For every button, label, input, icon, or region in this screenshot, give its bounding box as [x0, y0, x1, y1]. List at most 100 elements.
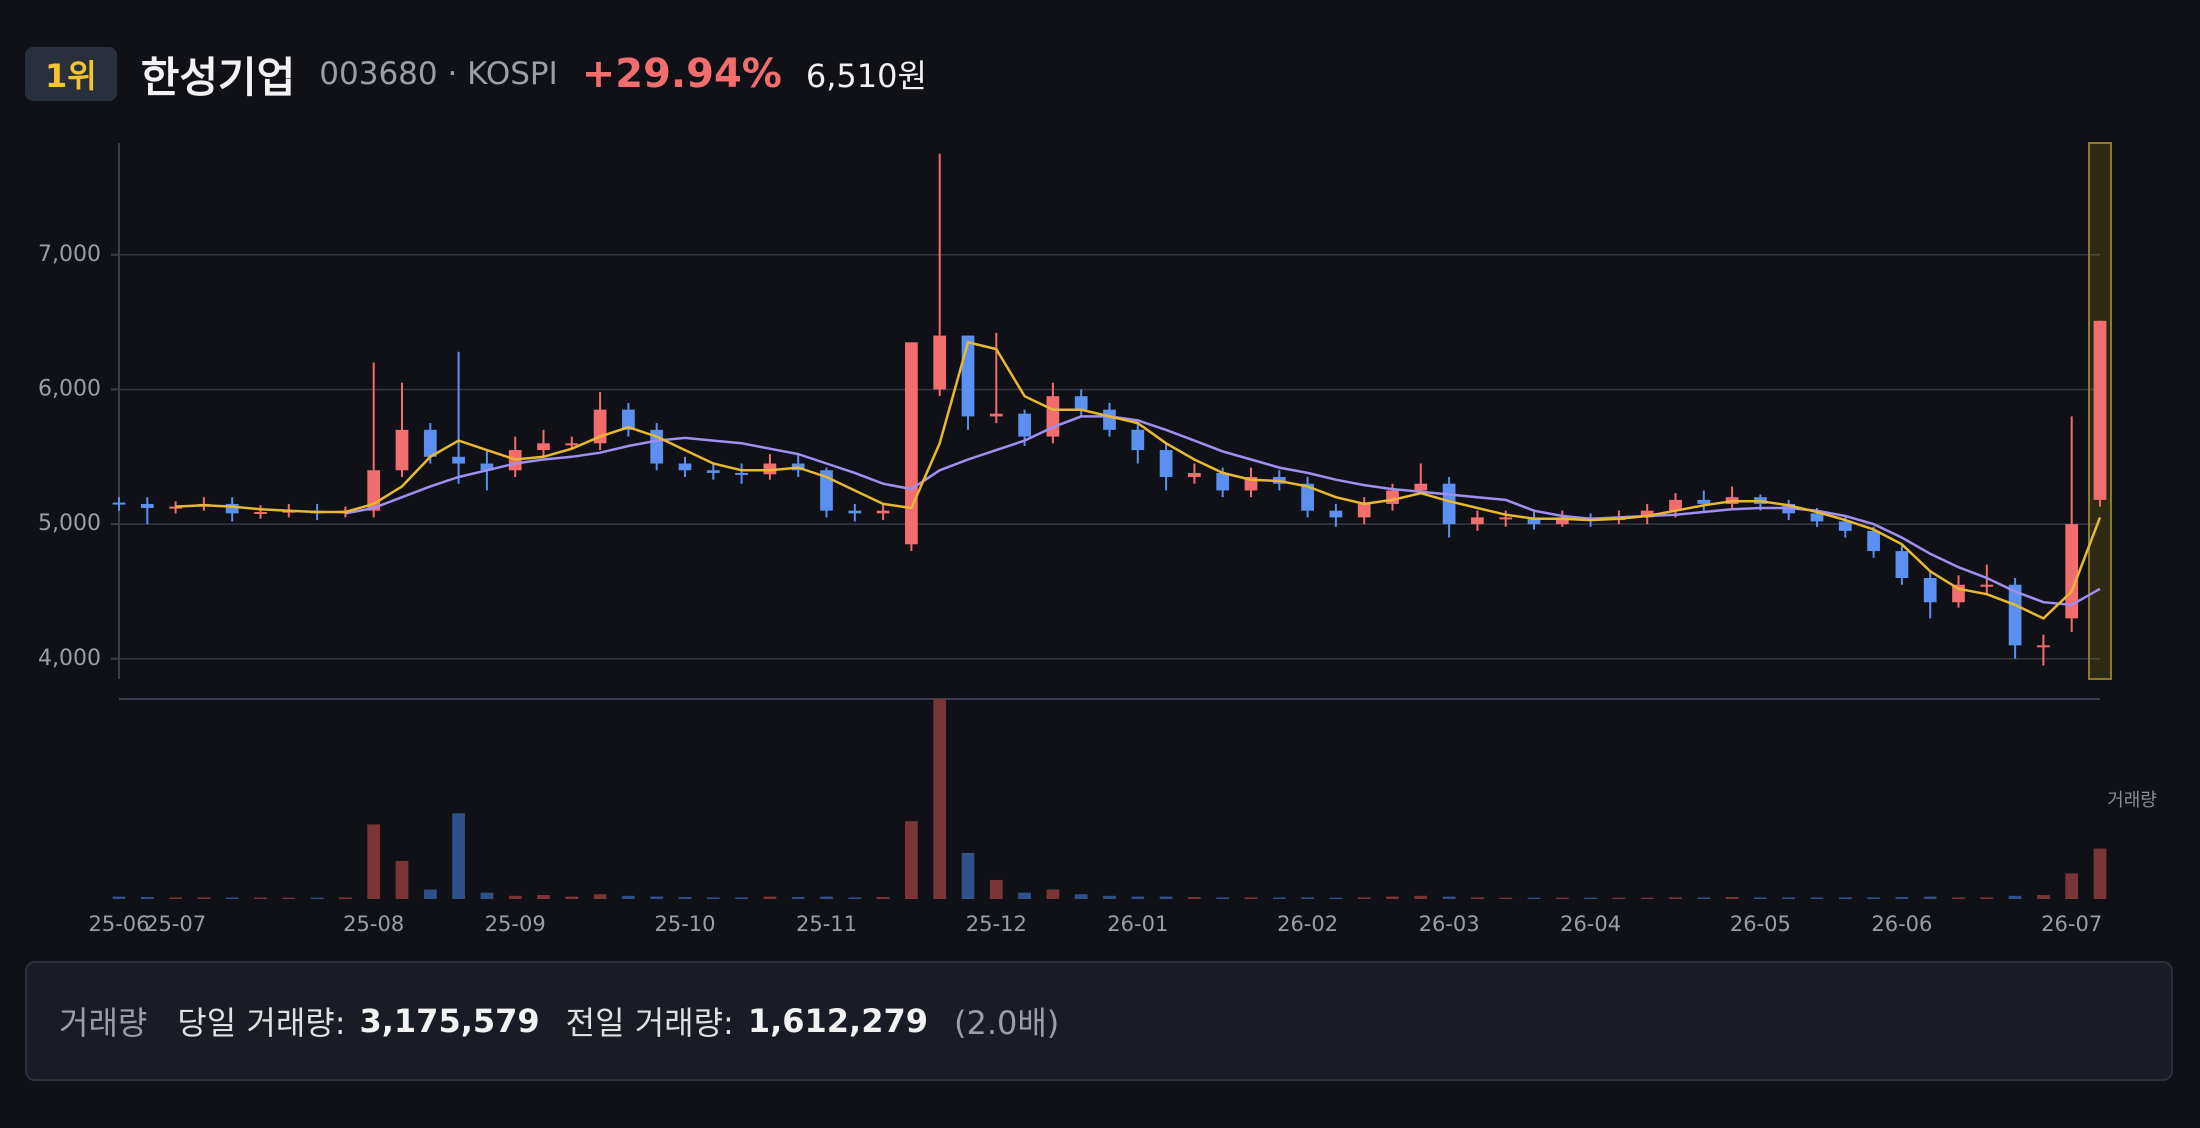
volume-bar [1669, 897, 1682, 899]
volume-bar [1499, 897, 1513, 899]
prev-volume: 1,612,279 [747, 1002, 928, 1040]
candle-body [876, 510, 890, 514]
x-tick-label: 26-01 [1107, 912, 1168, 936]
panel-label: 거래량 [59, 1004, 148, 1042]
volume-bar [2093, 848, 2107, 899]
volume-bar [1640, 897, 1654, 899]
candle-body [1131, 429, 1145, 451]
volume-bar [876, 897, 890, 899]
volume-ratio: (2.0배) [953, 1004, 1060, 1042]
candle-body [848, 510, 862, 514]
candle-body [2008, 584, 2022, 646]
volume-bar [1471, 897, 1484, 899]
volume-bar [1952, 897, 1965, 899]
candle-body [2037, 645, 2050, 648]
volume-bar [197, 897, 211, 899]
y-tick-label: 5,000 [38, 511, 101, 536]
candle-body [1838, 521, 1852, 531]
candle-body [989, 413, 1003, 417]
candle-body [537, 443, 550, 451]
moving-average-line [345, 415, 2101, 607]
volume-bar [1555, 897, 1569, 899]
volume-bar [225, 897, 239, 899]
candle-body [1442, 483, 1456, 525]
volume-bar [1074, 894, 1088, 899]
volume-bar [1725, 897, 1739, 899]
volume-bar [848, 897, 862, 899]
header: 1위 한성기업 003680 · KOSPI +29.94% 6,510원 [25, 47, 927, 102]
volume-bar [1301, 897, 1314, 899]
x-tick-label: 25-08 [343, 912, 404, 936]
volume-bar [2037, 895, 2050, 899]
x-tick-label: 25-06 [88, 912, 149, 936]
candle-body [1923, 577, 1937, 603]
volume-bar [1046, 889, 1060, 899]
candle-body [820, 470, 833, 511]
volume-bar [763, 896, 777, 899]
volume-bar [423, 889, 437, 899]
volume-bar [1923, 896, 1937, 899]
candle-body [678, 463, 692, 471]
candle-body [961, 335, 975, 417]
volume-bar [537, 895, 550, 899]
candle-body [1301, 483, 1314, 511]
volume-bar [367, 824, 381, 899]
moving-average-line [175, 340, 2102, 620]
volume-bar [905, 821, 918, 899]
stock-code: 003680 · KOSPI [319, 56, 558, 92]
volume-bar [622, 895, 635, 899]
candle-body [622, 409, 635, 430]
today-volume: 3,175,579 [359, 1002, 540, 1040]
candle-body [395, 429, 409, 471]
volume-bar [1527, 897, 1541, 899]
candle-body [933, 335, 947, 390]
volume-bar [1754, 897, 1767, 899]
candle-body [1669, 499, 1682, 511]
volume-bar [650, 896, 664, 899]
x-tick-label: 25-07 [145, 912, 206, 936]
volume-bar [395, 860, 409, 899]
candle-body [1867, 530, 1880, 552]
x-tick-label: 26-06 [1871, 912, 1932, 936]
candle-body [1527, 517, 1541, 525]
candle-body [480, 463, 494, 471]
candle-body [423, 429, 437, 457]
volume-bar [706, 897, 720, 899]
candle-body [1810, 513, 1824, 522]
volume-bar [1697, 897, 1711, 899]
price-change: +29.94% [581, 51, 782, 97]
volume-bar [1216, 897, 1230, 899]
candle-body [2093, 320, 2107, 500]
volume-bar [282, 897, 296, 899]
volume-bar [820, 896, 833, 899]
stock-name: 한성기업 [140, 52, 296, 102]
volume-bar [678, 897, 692, 899]
volume-bar [2065, 873, 2079, 899]
volume-bar [1131, 896, 1145, 899]
candle-body [1555, 517, 1569, 525]
candle-body [1980, 584, 1994, 587]
candle-body [763, 463, 777, 475]
volume-bar [169, 897, 182, 899]
volume-bar [452, 813, 465, 899]
volume-bar [989, 879, 1003, 899]
volume-bar [565, 896, 579, 899]
x-tick-label: 25-11 [796, 912, 857, 936]
x-tick-label: 25-09 [485, 912, 546, 936]
volume-bar [140, 897, 154, 899]
volume-bar [254, 897, 267, 899]
x-tick-label: 26-05 [1730, 912, 1791, 936]
candle-body [1414, 483, 1428, 491]
candle-body [169, 506, 182, 509]
volume-bar [1782, 897, 1796, 899]
volume-bar [1895, 897, 1909, 899]
volume-bar [1272, 897, 1286, 899]
volume-bar [1980, 897, 1994, 899]
candle-body [225, 503, 239, 514]
candle-body [112, 502, 126, 505]
candle-body [1188, 472, 1201, 477]
y-tick-label: 6,000 [38, 376, 101, 401]
x-tick-label: 26-07 [2041, 912, 2102, 936]
volume-bar [1244, 897, 1258, 899]
